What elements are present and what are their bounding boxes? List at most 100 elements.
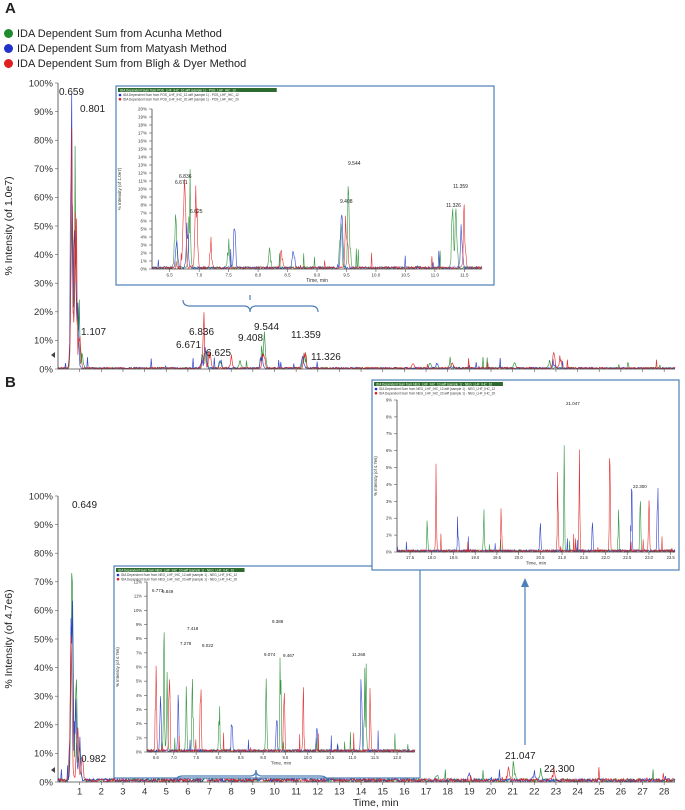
y-tick-label: 60% bbox=[34, 606, 54, 617]
peak-label: 11.359 bbox=[291, 330, 321, 341]
inset-title-bar bbox=[374, 382, 503, 386]
x-tick-label: 9.0 bbox=[314, 273, 321, 278]
y-tick-label: 10% bbox=[134, 608, 143, 613]
y-tick-label: 1% bbox=[136, 735, 142, 740]
x-tick-label: 21 bbox=[507, 787, 518, 798]
x-tick-label: 10.5 bbox=[401, 273, 410, 278]
x-tick-label: 11 bbox=[291, 374, 301, 375]
y-tick-label: 100% bbox=[29, 78, 54, 89]
y-tick-label: 0% bbox=[39, 364, 53, 374]
y-tick-label: 70% bbox=[34, 164, 54, 175]
inset-peak-label: 6.773 bbox=[152, 588, 164, 593]
axis-arrow-icon bbox=[51, 352, 55, 358]
x-tick-label: 11.0 bbox=[431, 273, 440, 278]
x-tick-label: 9.5 bbox=[283, 755, 289, 760]
panel-label-b: B bbox=[5, 374, 16, 391]
x-tick-label: 11.5 bbox=[371, 755, 380, 760]
y-tick-label: 50% bbox=[34, 221, 54, 232]
y-tick-label: 12% bbox=[138, 171, 147, 176]
x-tick-label: 7 bbox=[207, 374, 212, 375]
legend-label: IDA Dependent Sum from Matyash Method bbox=[17, 42, 227, 55]
x-tick-label: 1 bbox=[77, 374, 82, 375]
inset-peak-label: 6.836 bbox=[179, 174, 192, 180]
x-tick-label: 10 bbox=[269, 374, 280, 375]
inset-x-axis-label: Time, min bbox=[271, 760, 292, 765]
x-tick-label: 18 bbox=[442, 374, 453, 375]
peak-label: 21.047 bbox=[505, 751, 536, 762]
peak-label: 6.625 bbox=[206, 348, 231, 359]
peak-label: 0.801 bbox=[80, 104, 105, 115]
inset-peak-label: 22.300 bbox=[633, 484, 647, 489]
x-tick-label: 7.0 bbox=[171, 755, 177, 760]
peak-label: 9.408 bbox=[238, 333, 263, 344]
x-axis-label: Time, min bbox=[353, 797, 399, 809]
x-tick-label: 10 bbox=[269, 787, 280, 798]
x-tick-label: 9.0 bbox=[260, 755, 266, 760]
y-tick-label: 30% bbox=[34, 279, 54, 290]
series-line-2 bbox=[146, 665, 416, 754]
x-tick-label: 8 bbox=[229, 374, 234, 375]
x-tick-label: 21 bbox=[507, 374, 518, 375]
x-tick-label: 20.5 bbox=[536, 555, 545, 560]
y-tick-label: 80% bbox=[34, 549, 54, 560]
x-tick-label: 19 bbox=[464, 787, 475, 798]
x-tick-label: 2 bbox=[99, 374, 104, 375]
x-tick-label: 10.5 bbox=[326, 755, 335, 760]
legend-dot bbox=[4, 29, 13, 38]
inset-x-axis-label: Time, min bbox=[526, 560, 547, 565]
inset-peak-label: 6.849 bbox=[162, 589, 174, 594]
x-tick-label: 3 bbox=[120, 787, 125, 798]
y-axis-label: % Intensity (of 4.7e6) bbox=[3, 589, 15, 688]
x-tick-label: 24 bbox=[572, 787, 583, 798]
x-tick-label: 20 bbox=[486, 374, 497, 375]
inset-legend-label: IDA Dependent Sum from POS_LHF_IHC_20.wi… bbox=[123, 97, 239, 101]
axis-arrow-icon bbox=[51, 767, 55, 773]
y-tick-label: 6% bbox=[140, 219, 147, 224]
x-tick-label: 10.0 bbox=[304, 755, 313, 760]
x-tick-label: 22.0 bbox=[601, 555, 610, 560]
inset-legend-dot bbox=[374, 391, 378, 395]
x-tick-label: 9 bbox=[250, 787, 255, 798]
y-tick-label: 70% bbox=[34, 577, 54, 588]
inset-legend-label: IDA Dependent Sum from NEG_LHF_IHC_12.wi… bbox=[121, 573, 237, 577]
peak-label: 0.982 bbox=[81, 754, 106, 765]
y-tick-label: 60% bbox=[34, 193, 54, 204]
inset-peak-label: 6.671 bbox=[175, 180, 188, 186]
inset-peak-label: 9.388 bbox=[272, 619, 284, 624]
y-tick-label: 3% bbox=[386, 499, 392, 504]
x-tick-label: 27 bbox=[637, 787, 648, 798]
y-tick-label: 6% bbox=[136, 664, 142, 669]
y-tick-label: 90% bbox=[34, 107, 54, 118]
inset-title-bar bbox=[118, 88, 277, 92]
y-tick-label: 2% bbox=[386, 516, 392, 521]
inset-peak-label: 9.074 bbox=[264, 652, 276, 657]
x-tick-label: 15 bbox=[377, 787, 388, 798]
x-tick-label: 5 bbox=[164, 787, 169, 798]
peak-label: 0.649 bbox=[72, 500, 97, 511]
y-tick-label: 7% bbox=[136, 650, 142, 655]
inset-frame bbox=[113, 565, 421, 779]
y-axis-label: % Intensity (of 1.0e7) bbox=[3, 176, 15, 275]
x-tick-label: 6.5 bbox=[167, 273, 174, 278]
x-tick-label: 11.0 bbox=[349, 755, 358, 760]
inset-y-axis-label: % Intensity (of 4.7e6) bbox=[115, 647, 120, 687]
x-tick-label: 28 bbox=[659, 787, 670, 798]
inset-peak-label: 9.544 bbox=[348, 161, 361, 167]
y-tick-label: 20% bbox=[34, 307, 54, 318]
inset-x-axis-label: Time, min bbox=[306, 278, 328, 284]
x-tick-label: 7.5 bbox=[225, 273, 232, 278]
x-tick-label: 8.5 bbox=[284, 273, 291, 278]
y-tick-label: 3% bbox=[140, 243, 147, 248]
x-tick-label: 16 bbox=[399, 787, 410, 798]
x-tick-label: 25 bbox=[594, 374, 605, 375]
y-tick-label: 20% bbox=[138, 107, 147, 112]
y-tick-label: 10% bbox=[34, 336, 54, 347]
x-tick-label: 23 bbox=[551, 787, 562, 798]
x-tick-label: 27 bbox=[637, 374, 648, 375]
inset-peak-label: 9.467 bbox=[283, 653, 295, 658]
x-tick-label: 4 bbox=[142, 787, 147, 798]
y-tick-label: 19% bbox=[138, 115, 147, 120]
y-tick-label: 80% bbox=[34, 136, 54, 147]
y-tick-label: 16% bbox=[138, 139, 147, 144]
y-tick-label: 4% bbox=[386, 482, 392, 487]
